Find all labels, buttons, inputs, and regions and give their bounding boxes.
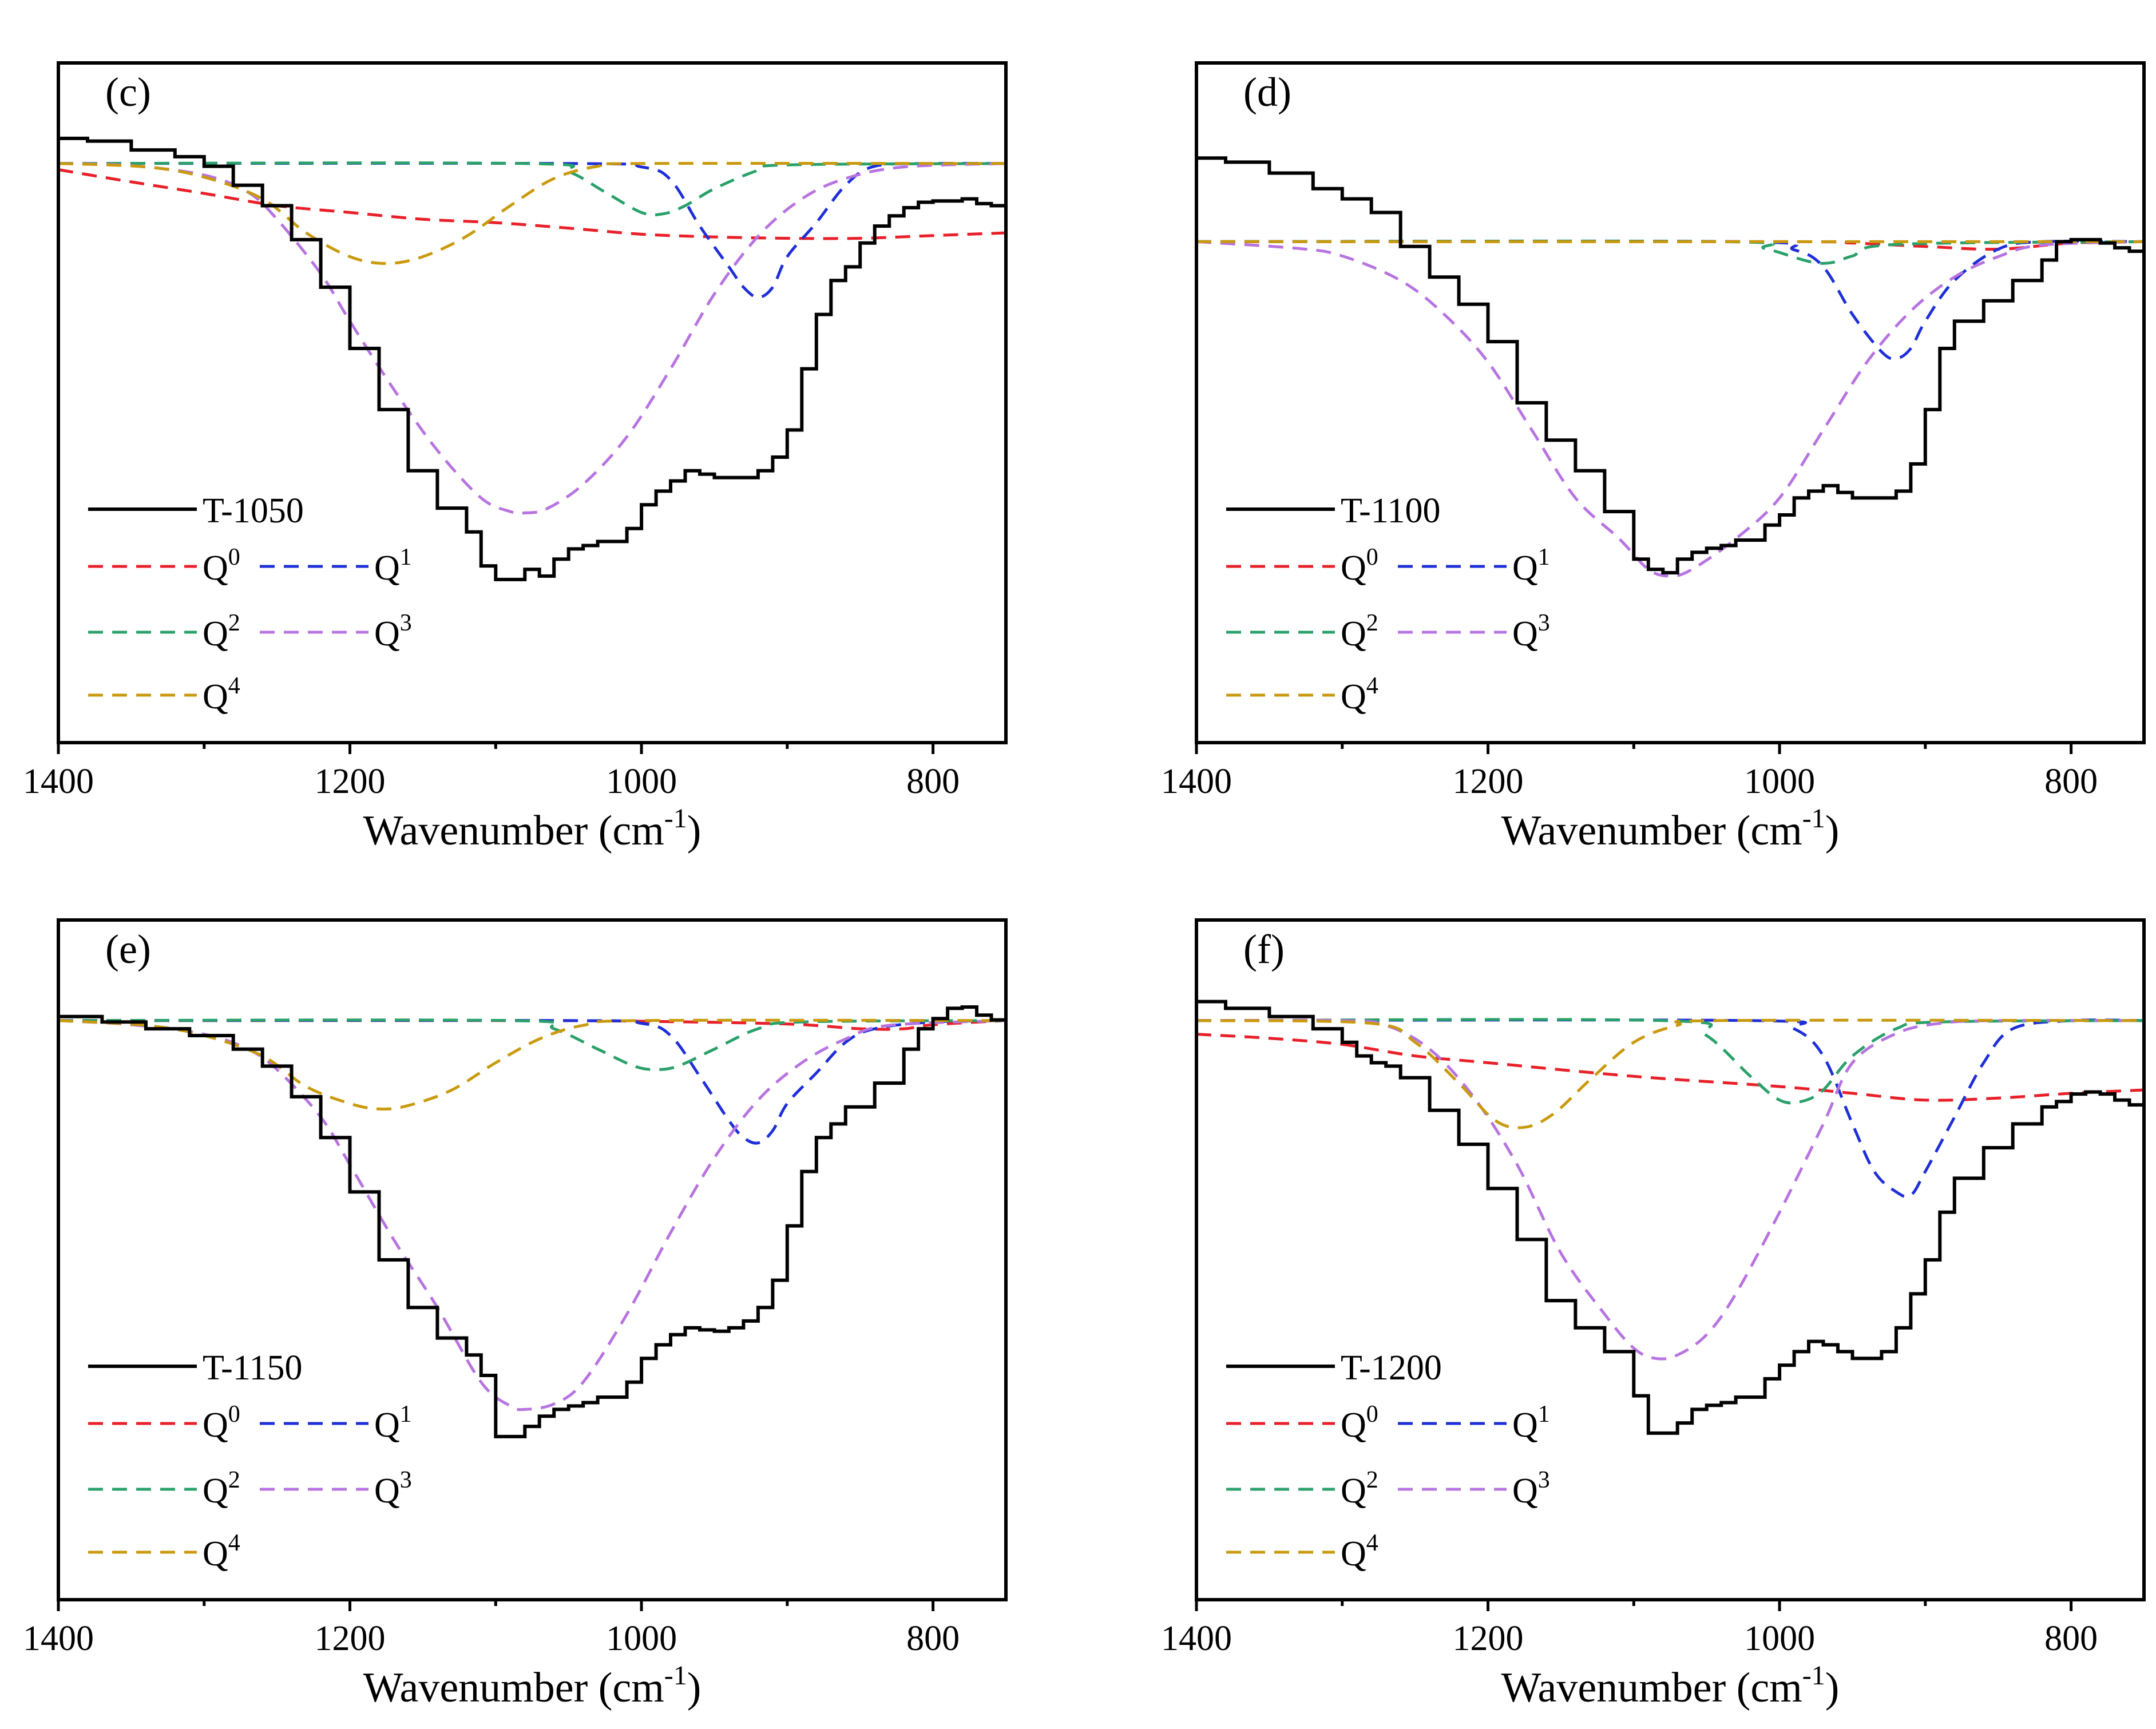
series-t-1050-line (58, 136, 1006, 581)
legend-label-q0: Q0 (1341, 544, 1378, 588)
legend-label-q2: Q2 (1341, 1467, 1378, 1510)
series-q2-line (1196, 240, 2144, 265)
plot-area (1196, 1000, 2144, 1435)
legend-label-q4: Q4 (203, 673, 240, 716)
plot-frame (1195, 918, 2146, 1601)
x-tick-label: 1400 (23, 1619, 94, 1658)
legend: T-1150 Q0 Q1 Q2 Q3 Q4 (88, 1349, 412, 1573)
legend-label-q2: Q2 (203, 610, 240, 653)
legend-label-t: T-1100 (1341, 491, 1441, 530)
plot-area (58, 136, 1006, 581)
plot-frame (57, 918, 1008, 1601)
legend: T-1200 Q0 Q1 Q2 Q3 Q4 (1226, 1349, 1550, 1573)
series-t-1150-line (58, 1005, 1006, 1438)
series-t-1100-line (1196, 156, 2144, 574)
panel-label: (c) (105, 69, 151, 115)
legend-label-q3: Q3 (1512, 610, 1550, 653)
x-tick-label: 800 (2044, 1619, 2098, 1658)
legend-label-q2: Q2 (203, 1467, 240, 1510)
series-q4-line (1196, 1018, 2144, 1129)
x-tick-label: 1400 (1161, 1619, 1232, 1658)
x-tick-label: 1200 (1453, 1619, 1524, 1658)
panel-label: (d) (1243, 69, 1291, 115)
x-tick-label: 800 (2044, 762, 2098, 801)
plot-area (58, 1005, 1006, 1438)
series-q2-line (1196, 1018, 2144, 1105)
series-q4-line (58, 161, 1006, 265)
x-tick-label: 1000 (606, 1619, 677, 1658)
x-tick-label: 1000 (1744, 762, 1815, 801)
series-q1-line (1196, 1018, 2144, 1199)
legend-label-q1: Q1 (1512, 1401, 1550, 1445)
x-tick-label: 800 (906, 1619, 960, 1658)
legend-label-q0: Q0 (1341, 1401, 1378, 1445)
plot-area (1196, 156, 2144, 578)
legend-label-q2: Q2 (1341, 610, 1378, 653)
legend-label-q0: Q0 (203, 1401, 240, 1445)
legend-label-q1: Q1 (374, 544, 412, 588)
legend-label-t: T-1200 (1341, 1349, 1442, 1387)
legend-label-t: T-1150 (203, 1349, 303, 1387)
legend-label-q4: Q4 (1341, 673, 1378, 716)
legend-label-t: T-1050 (203, 491, 304, 530)
plot-frame (57, 61, 1008, 744)
x-tick-label: 1200 (1453, 762, 1524, 801)
panel-c: 1400 1200 1000 800 Wavenumber (cm-1) (c) T-105… (23, 61, 1008, 854)
legend-label-q4: Q4 (1341, 1530, 1378, 1573)
plot-frame (1195, 61, 2146, 744)
series-t-1200-line (1196, 1000, 2144, 1435)
panel-label: (e) (105, 926, 151, 972)
series-q0-line (1196, 1033, 2144, 1102)
panel-f: 1400 1200 1000 800 Wavenumber (cm-1) (f) T-120… (1161, 918, 2146, 1711)
panel-label: (f) (1243, 926, 1285, 972)
series-q2-line (58, 1018, 1006, 1071)
legend-label-q1: Q1 (1512, 544, 1550, 588)
x-tick-label: 1000 (606, 762, 677, 801)
series-q3-line (1196, 1018, 2144, 1361)
x-axis-title: Wavenumber (cm-1) (1501, 1660, 1840, 1711)
x-tick-label: 1400 (1161, 762, 1232, 801)
panel-e: 1400 1200 1000 800 Wavenumber (cm-1) (e) T-115… (23, 918, 1008, 1711)
x-axis-title: Wavenumber (cm-1) (363, 803, 702, 854)
x-tick-label: 1000 (1744, 1619, 1815, 1658)
series-q1-line (58, 1018, 1006, 1145)
legend-label-q3: Q3 (374, 1467, 412, 1510)
x-tick-label: 800 (906, 762, 960, 801)
x-tick-label: 1200 (315, 1619, 386, 1658)
x-axis-title: Wavenumber (cm-1) (1501, 803, 1840, 854)
x-tick-label: 1200 (315, 762, 386, 801)
series-q2-line (58, 161, 1006, 217)
panel-d: 1400 1200 1000 800 Wavenumber (cm-1) (d) T-110… (1161, 61, 2146, 854)
legend-label-q4: Q4 (203, 1530, 240, 1573)
series-q0-line (58, 168, 1006, 240)
series-q3-line (1196, 240, 2144, 578)
legend: T-1050 Q0 Q1 Q2 Q3 Q4 (88, 491, 412, 716)
legend-label-q0: Q0 (203, 544, 240, 588)
legend-label-q1: Q1 (374, 1401, 412, 1445)
series-q3-line (58, 1019, 1006, 1411)
legend-label-q3: Q3 (374, 610, 412, 653)
x-tick-label: 1400 (23, 762, 94, 801)
x-axis-title: Wavenumber (cm-1) (363, 1660, 702, 1711)
legend-label-q3: Q3 (1512, 1467, 1550, 1510)
legend: T-1100 Q0 Q1 Q2 Q3 Q4 (1226, 491, 1550, 716)
series-q3-line (58, 162, 1006, 515)
